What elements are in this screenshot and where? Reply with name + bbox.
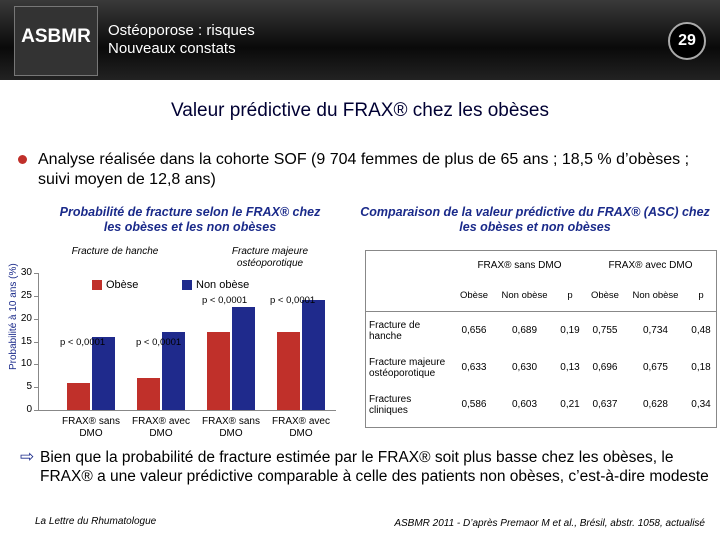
group-header: FRAX® sans DMO <box>477 259 562 271</box>
footer-left: La Lettre du Rhumatologue <box>35 516 157 527</box>
table-cell: 0,637 <box>592 399 618 410</box>
tick-mark <box>34 318 38 320</box>
tick-mark <box>34 410 38 411</box>
legend-swatch <box>182 280 192 290</box>
arrow-icon: ⇨ <box>20 447 35 466</box>
table-cell: 0,586 <box>461 399 487 410</box>
legend-swatch <box>92 280 102 290</box>
x-tick-label: FRAX® sans DMO <box>62 416 120 439</box>
bullet-text: Analyse réalisée dans la cohorte SOF (9 … <box>38 151 690 188</box>
bar <box>92 336 115 410</box>
table-cell: 0,675 <box>642 362 668 373</box>
table: FRAX® sans DMO FRAX® avec DMO Obèse Non obè… <box>366 251 716 423</box>
table-cell: 0,633 <box>461 362 487 373</box>
row-header: Fractures cliniques <box>369 393 412 416</box>
table-cell: 0,755 <box>592 325 618 336</box>
legend-label: Obèse <box>106 279 139 291</box>
table-row: Fracture de hanche 0,656 0,689 0,19 0,755 0,7… <box>366 311 716 350</box>
column-header: Obèse <box>590 289 619 301</box>
x-tick-label: FRAX® avec DMO <box>272 416 330 439</box>
group-label: Fracture de hanche <box>71 246 159 257</box>
group-label: Fracture majeure ostéoporotique <box>231 246 309 269</box>
tick-mark <box>34 273 38 274</box>
y-tick-label: 10 <box>20 358 32 370</box>
tick-mark <box>34 364 38 366</box>
logo: ASBMR <box>14 6 98 76</box>
bar <box>277 332 300 410</box>
y-tick-label: 5 <box>26 381 32 393</box>
bar <box>302 300 325 410</box>
table-cell: 0,18 <box>691 362 711 373</box>
table-cell: 0,696 <box>592 362 618 373</box>
y-tick-label: 0 <box>26 404 32 415</box>
x-tick-label: FRAX® avec DMO <box>132 416 190 439</box>
table-cell: 0,628 <box>642 399 668 410</box>
header-line: Ostéoporose : risques <box>108 22 255 39</box>
header-text: Ostéoporose : risques Nouveaux constats <box>108 22 255 58</box>
table-cell: 0,603 <box>511 399 538 410</box>
chart-title: Probabilité de fracture selon le FRAX® c… <box>59 205 321 234</box>
table-cell <box>366 251 454 279</box>
table-cell <box>366 279 454 312</box>
table-frame: FRAX® sans DMO FRAX® avec DMO Obèse Non obè… <box>365 250 717 428</box>
tick-mark <box>34 387 38 389</box>
page-number: 29 <box>668 22 706 60</box>
table-cell: 0,21 <box>560 399 580 410</box>
header-line: Nouveaux constats <box>108 40 236 57</box>
y-tick-label: 15 <box>20 335 32 347</box>
table-title: Comparaison de la valeur prédictive du F… <box>360 205 710 234</box>
table-cell: 0,13 <box>560 362 580 373</box>
header-band <box>0 0 720 80</box>
column-header: p <box>567 289 573 301</box>
bar <box>137 378 160 410</box>
bar <box>232 307 255 410</box>
bar <box>207 332 230 410</box>
column-header: Non obèse <box>501 289 548 301</box>
row-header: Fracture de hanche <box>369 319 421 342</box>
y-tick-label: 30 <box>20 267 32 278</box>
column-header: Obèse <box>459 289 488 301</box>
table-row: FRAX® sans DMO FRAX® avec DMO <box>366 251 716 279</box>
table-cell: 0,19 <box>560 325 580 336</box>
p-value: p < 0,0001 <box>270 295 316 306</box>
chart: 0 5 10 15 20 25 30 Fracture de hanche Fracture m… <box>0 0 360 445</box>
table-cell: 0,656 <box>461 325 487 336</box>
table-cell: 0,34 <box>691 399 711 410</box>
bar <box>67 382 90 410</box>
column-header: Non obèse <box>632 289 679 301</box>
table-cell: 0,48 <box>691 325 711 336</box>
legend-label: Non obèse <box>196 279 250 291</box>
y-tick-label: 20 <box>20 312 32 324</box>
p-value: p < 0,0001 <box>136 337 182 348</box>
group-header: FRAX® avec DMO <box>608 259 693 271</box>
table-cell: 0,689 <box>511 325 538 336</box>
column-header: p <box>698 289 704 301</box>
table-cell: 0,630 <box>511 362 538 373</box>
table-cell: 0,734 <box>642 325 668 336</box>
bullet-dot <box>18 155 27 164</box>
bar <box>162 332 185 410</box>
row-header: Fracture majeure ostéoporotique <box>369 356 446 379</box>
table-row: Obèse Non obèse p Obèse Non obèse p <box>366 279 716 312</box>
p-value: p < 0,0001 <box>60 337 106 348</box>
table-row: Fractures cliniques 0,586 0,603 0,21 0,637 0,… <box>366 386 716 423</box>
x-tick-label: FRAX® sans DMO <box>202 416 260 439</box>
tick-mark <box>34 295 38 297</box>
footer-right: ASBMR 2011 - D’après Premaor M et al., B… <box>394 518 705 529</box>
table-row: Fracture majeure ostéoporotique 0,633 0,63… <box>366 349 716 386</box>
y-tick-label: 25 <box>20 289 32 301</box>
tick-mark <box>34 341 38 343</box>
y-axis <box>38 273 39 410</box>
slide-title: Valeur prédictive du FRAX® chez les obès… <box>171 100 549 121</box>
x-axis <box>38 410 336 411</box>
p-value: p < 0,0001 <box>202 295 248 306</box>
conclusion: Bien que la probabilité de fracture esti… <box>40 449 709 485</box>
